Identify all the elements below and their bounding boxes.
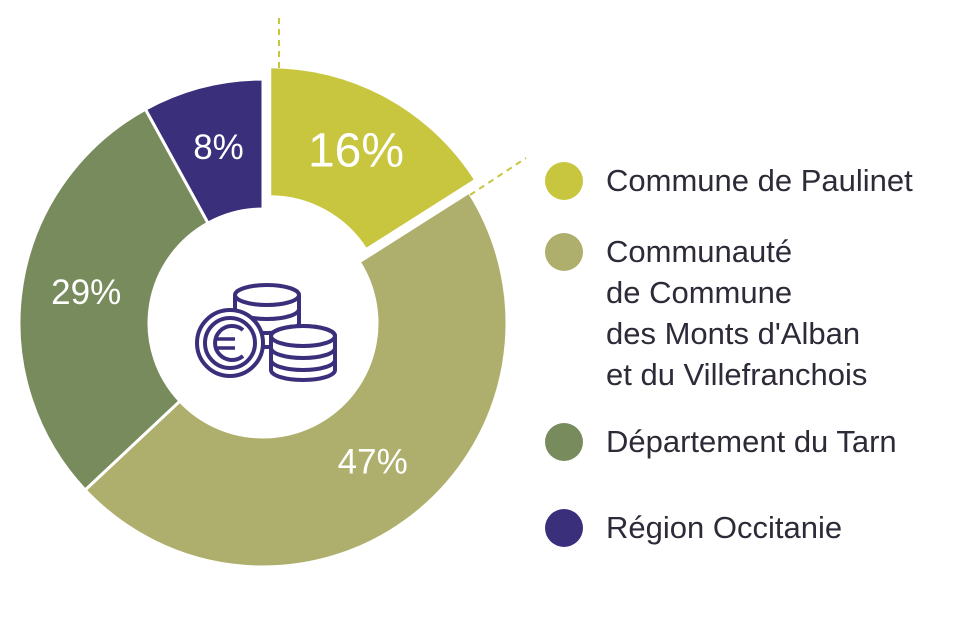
legend-swatch (545, 233, 583, 271)
slice-labels: 16% 47% 29% 8% (51, 125, 408, 482)
euro-coins-icon (195, 283, 337, 382)
legend-label: Commune de Paulinet (606, 163, 913, 198)
legend-item-region-occitanie: Région Occitanie (545, 509, 842, 548)
leader-lines (278, 18, 527, 196)
pie-slice (268, 65, 478, 252)
slice-percent-label: 47% (338, 443, 408, 482)
legend-item-commune-paulinet: Commune de Paulinet (545, 162, 913, 201)
chart-slices (17, 65, 509, 569)
pie-slice (143, 77, 265, 226)
legend-label: Communauté de Commune des Monts d'Alban … (606, 234, 868, 392)
legend-label: Région Occitanie (606, 510, 843, 545)
legend-swatch (545, 423, 583, 461)
slice-percent-label: 29% (51, 273, 121, 312)
slice-percent-label: 16% (308, 125, 404, 178)
legend-item-communaute-de-commune: Communauté de Commune des Monts d'Alban … (545, 233, 867, 395)
legend-label: Département du Tarn (606, 424, 897, 459)
slice-percent-label: 8% (193, 128, 244, 167)
legend-swatch (545, 162, 583, 200)
legend-item-departement-tarn: Département du Tarn (545, 423, 897, 462)
legend-swatch (545, 509, 583, 547)
pie-slice (83, 190, 509, 569)
pie-slice (17, 107, 211, 493)
